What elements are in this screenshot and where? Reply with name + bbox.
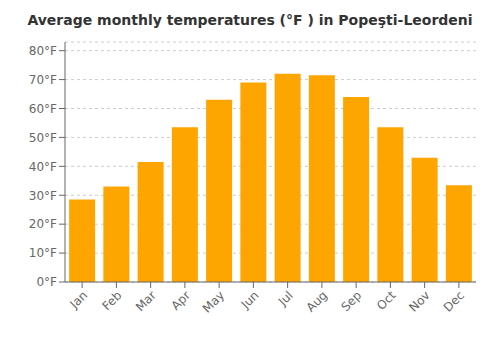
svg-text:0°F: 0°F — [36, 275, 57, 289]
svg-text:Dec: Dec — [441, 288, 467, 314]
svg-text:70°F: 70°F — [29, 73, 57, 87]
svg-text:Jun: Jun — [238, 288, 262, 312]
html-text:Average monthly temperatures (: Average monthly temperatures (°F ) in Po… — [27, 12, 473, 28]
svg-text:May: May — [200, 288, 227, 315]
svg-text:Jul: Jul — [275, 288, 296, 309]
svg-text:80°F: 80°F — [29, 44, 57, 58]
svg-text:Jan: Jan — [67, 288, 91, 312]
svg-text:Sep: Sep — [338, 288, 364, 314]
svg-text:Mar: Mar — [133, 288, 159, 314]
svg-text:Apr: Apr — [168, 288, 193, 313]
svg-text:40°F: 40°F — [29, 160, 57, 174]
svg-text:50°F: 50°F — [29, 131, 57, 145]
svg-text:20°F: 20°F — [29, 217, 57, 231]
svg-text:Aug: Aug — [304, 288, 330, 314]
svg-text:Nov: Nov — [406, 288, 432, 314]
svg-text:30°F: 30°F — [29, 189, 57, 203]
svg-text:60°F: 60°F — [29, 102, 57, 116]
svg-text:Feb: Feb — [100, 288, 125, 313]
svg-text:Oct: Oct — [374, 288, 399, 313]
svg-text:10°F: 10°F — [29, 246, 57, 260]
